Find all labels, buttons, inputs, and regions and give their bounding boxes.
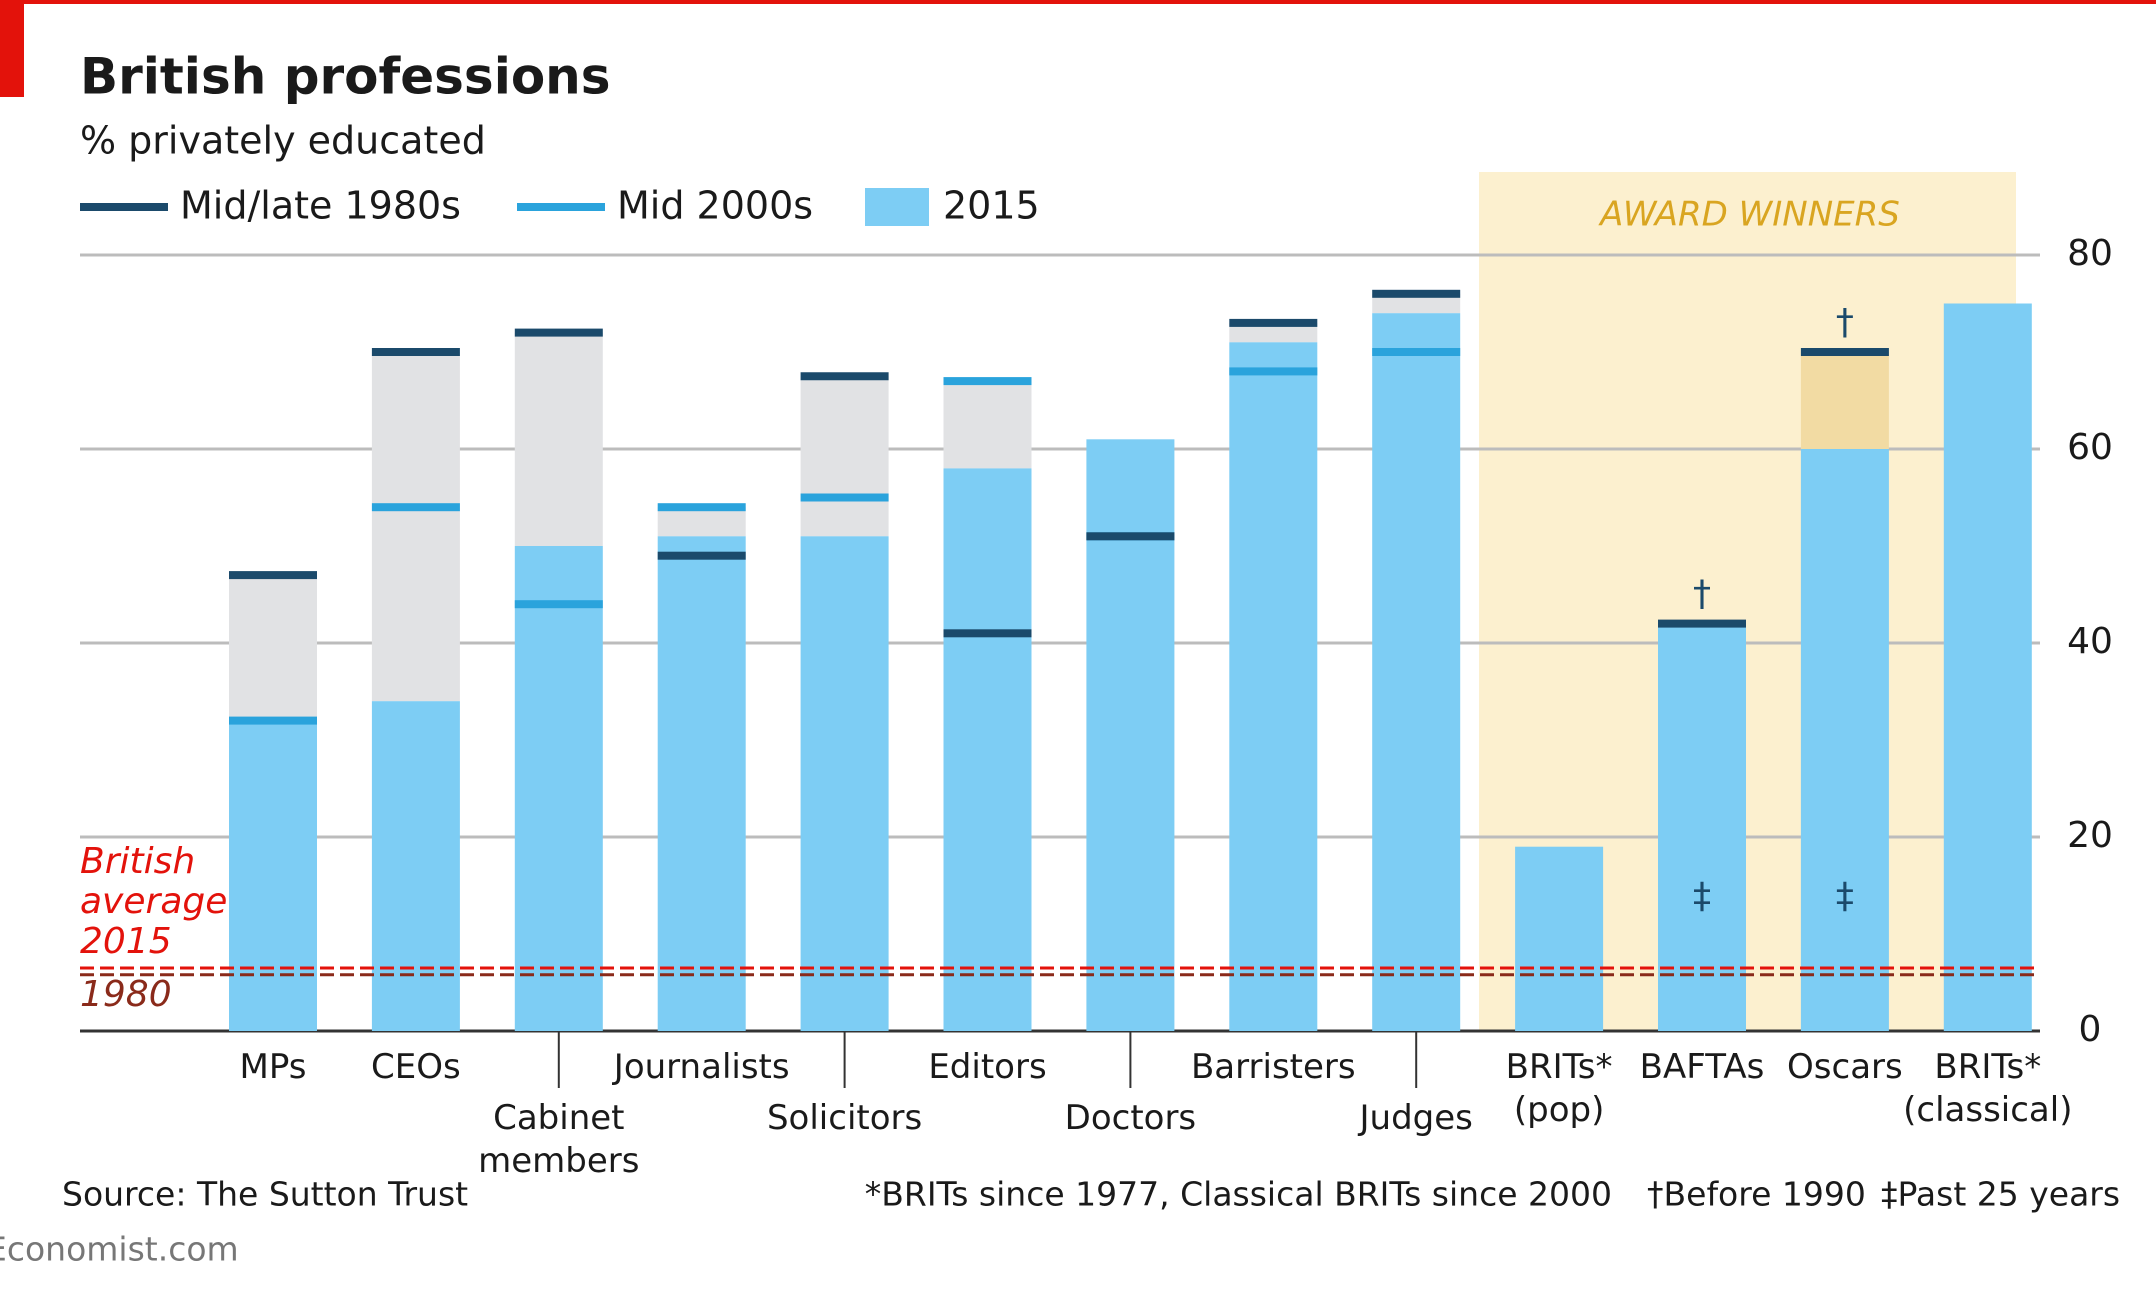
legend-label: Mid/late 1980s [180, 184, 461, 228]
period-marker [800, 493, 889, 502]
range-fill [943, 381, 1032, 469]
period-marker [229, 716, 317, 725]
bar [800, 536, 889, 1031]
period-marker [657, 503, 746, 512]
legend-swatch [80, 203, 168, 211]
legend-swatch [517, 203, 605, 211]
reference-label: 1980 [80, 974, 172, 1015]
bar [229, 720, 317, 1031]
x-tick-label: Editors [928, 1047, 1046, 1087]
y-tick-label: 0 [2079, 1009, 2102, 1050]
bar [943, 468, 1032, 1031]
legend-label: Mid 2000s [617, 184, 813, 228]
period-marker [514, 600, 603, 609]
x-tick-label: BAFTAs [1640, 1047, 1765, 1087]
bar [1800, 449, 1889, 1031]
y-tick-label: 80 [2067, 233, 2113, 274]
y-tick-label: 60 [2067, 427, 2113, 468]
x-tick-label: Oscars [1787, 1047, 1903, 1087]
note-symbol: ‡ [1836, 876, 1854, 917]
x-tick-label: BRITs* (pop) [1506, 1047, 1613, 1130]
top-rule [0, 0, 2156, 4]
note-symbol: ‡ [1693, 876, 1711, 917]
source: Source: The Sutton Trust [62, 1175, 468, 1214]
period-marker [371, 348, 460, 356]
period-marker [229, 571, 317, 580]
period-marker [1372, 348, 1461, 356]
note-symbol: † [1836, 302, 1854, 343]
footnote: *BRITs since 1977, Classical BRITs since… [865, 1175, 1612, 1214]
bar [1086, 439, 1175, 1031]
bar [1658, 623, 1746, 1031]
x-tick-label: MPs [240, 1047, 307, 1087]
x-tick-label: Journalists [612, 1047, 790, 1087]
footnote: †Before 1990 [1647, 1175, 1866, 1214]
range-fill [800, 376, 889, 537]
bar [1372, 313, 1461, 1031]
range-fill [229, 575, 317, 721]
period-marker [1229, 367, 1318, 376]
range-fill [657, 507, 746, 537]
y-tick-label: 40 [2067, 621, 2113, 662]
bar [1229, 342, 1318, 1031]
period-marker [657, 551, 746, 560]
note-symbol: † [1693, 574, 1711, 615]
legend-swatch [865, 188, 929, 226]
period-marker [371, 503, 460, 512]
bar [1943, 303, 2032, 1031]
red-tab [0, 0, 24, 97]
range-fill [1372, 293, 1461, 314]
x-tick-label: Judges [1358, 1098, 1473, 1138]
range-fill [371, 352, 460, 702]
highlight-label: AWARD WINNERS [1598, 195, 1900, 235]
chart-title: British professions [80, 48, 611, 106]
legend-label: 2015 [943, 184, 1040, 228]
reference-label: British average 2015 [80, 841, 227, 962]
range-fill [514, 332, 603, 546]
period-marker [1229, 318, 1318, 327]
period-marker [943, 629, 1032, 638]
credit: Economist.com [0, 1230, 239, 1269]
x-tick-label: BRITs* (classical) [1903, 1047, 2072, 1130]
period-marker [943, 377, 1032, 386]
x-tick-label: CEOs [371, 1047, 461, 1087]
period-marker [1086, 532, 1175, 541]
period-marker [800, 372, 889, 381]
y-tick-label: 20 [2067, 815, 2113, 856]
bar [371, 701, 460, 1031]
x-tick-label: Doctors [1065, 1098, 1197, 1138]
range-fill [1229, 322, 1318, 343]
bar [1515, 846, 1604, 1031]
bar [657, 536, 746, 1031]
period-marker [1800, 348, 1889, 356]
footnote: ‡Past 25 years [1881, 1175, 2120, 1214]
subtitle: % privately educated [80, 119, 486, 163]
x-tick-label: Solicitors [767, 1098, 922, 1138]
x-tick-label: Barristers [1191, 1047, 1356, 1087]
period-marker [1372, 289, 1461, 298]
range-fill [1800, 352, 1889, 449]
bar [514, 546, 603, 1031]
period-marker [1658, 619, 1746, 628]
x-tick-label: Cabinet members [478, 1098, 639, 1181]
period-marker [514, 328, 603, 337]
